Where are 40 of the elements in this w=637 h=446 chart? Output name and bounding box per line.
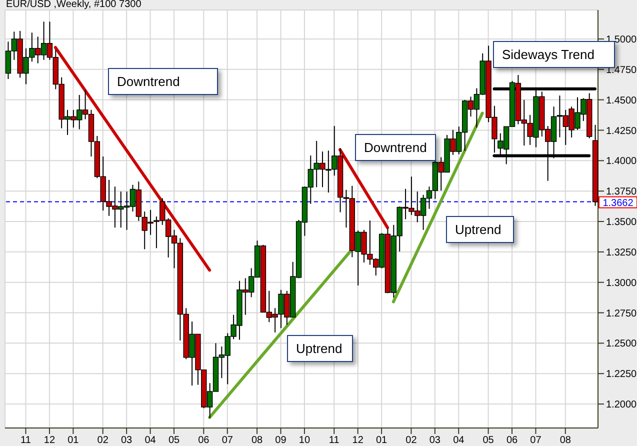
x-tick-label: 09 bbox=[275, 435, 287, 446]
x-tick-label: 08 bbox=[560, 435, 572, 446]
y-tick-label: 1.4250 bbox=[606, 126, 637, 137]
y-tick-label: 1.2500 bbox=[606, 338, 637, 350]
ref-line-label: 1.3662 bbox=[602, 198, 634, 209]
y-tick-label: 1.3750 bbox=[606, 186, 637, 198]
x-tick-label: 05 bbox=[168, 435, 180, 446]
y-tick-label: 1.4500 bbox=[606, 95, 637, 106]
text-box: Downtrend bbox=[355, 134, 436, 161]
y-tick-label: 1.3000 bbox=[606, 278, 637, 289]
x-tick-label: 07 bbox=[530, 435, 542, 446]
x-tick-label: 02 bbox=[97, 435, 109, 446]
x-tick-label: 04 bbox=[453, 435, 465, 446]
x-tick-label: 03 bbox=[429, 435, 441, 446]
x-tick-label: 08 bbox=[251, 435, 264, 446]
y-tick-label: 1.2250 bbox=[606, 369, 637, 380]
y-tick-label: 1.2750 bbox=[606, 308, 637, 320]
x-tick-label: 12 bbox=[44, 435, 56, 446]
y-tick-label: 1.3500 bbox=[606, 217, 637, 228]
x-tick-label: 03 bbox=[121, 435, 133, 446]
x-tick-label: 10 bbox=[298, 435, 310, 446]
x-tick-label: 12 bbox=[352, 435, 364, 446]
x-tick-label: 06 bbox=[506, 435, 518, 446]
x-tick-label: 01 bbox=[376, 435, 388, 446]
text-box: Uptrend bbox=[446, 216, 514, 243]
x-tick-label: 11 bbox=[20, 435, 32, 446]
y-tick-label: 1.2000 bbox=[606, 400, 637, 411]
text-box: Uptrend bbox=[287, 335, 353, 362]
text-box: Downtrend bbox=[108, 68, 218, 95]
x-tick-label: 11 bbox=[328, 435, 340, 446]
x-tick-label: 02 bbox=[406, 435, 418, 446]
y-tick-label: 1.4000 bbox=[606, 156, 637, 168]
text-box: Sideways Trend bbox=[493, 41, 615, 68]
x-tick-label: 05 bbox=[482, 435, 494, 446]
x-tick-label: 06 bbox=[198, 435, 210, 446]
chart-title: EUR/USD ,Weekly, #100 7300 bbox=[6, 0, 142, 10]
x-tick-label: 01 bbox=[68, 435, 80, 446]
x-tick-label: 07 bbox=[222, 435, 234, 446]
x-tick-label: 04 bbox=[144, 435, 156, 446]
y-tick-label: 1.3250 bbox=[606, 247, 637, 258]
